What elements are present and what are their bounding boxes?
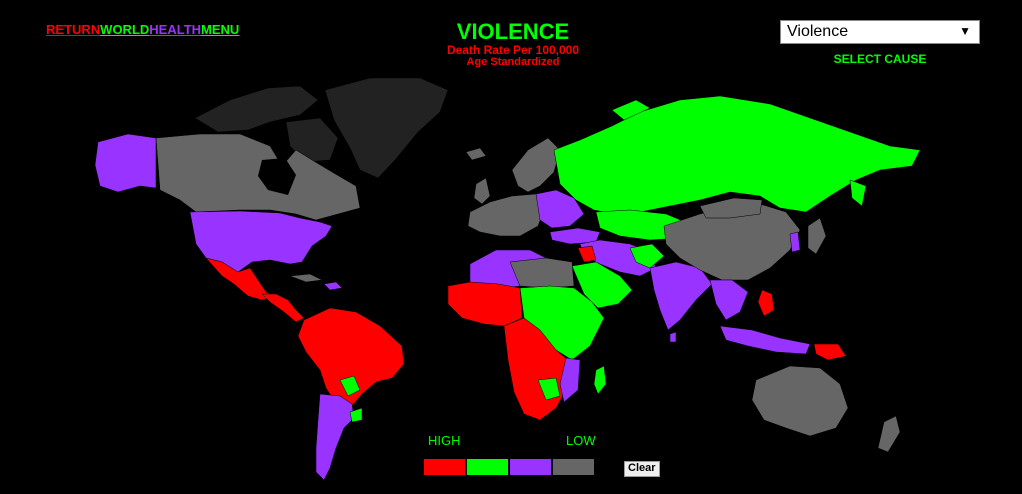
region-japan[interactable]: [807, 217, 827, 255]
cause-select[interactable]: Violence ▼: [780, 20, 980, 44]
region-central-america[interactable]: [261, 293, 305, 323]
region-mongolia[interactable]: [699, 197, 763, 219]
world-link[interactable]: WORLD: [100, 22, 150, 37]
health-link[interactable]: HEALTH: [149, 22, 202, 37]
page-subtitle: Death Rate Per 100,000: [446, 43, 580, 57]
region-western-europe[interactable]: [467, 193, 545, 237]
region-afghanistan[interactable]: [629, 243, 665, 269]
region-bolivia[interactable]: [339, 375, 361, 397]
region-south-america-north[interactable]: [297, 307, 405, 409]
region-papua-new-guinea[interactable]: [813, 343, 847, 361]
region-australia[interactable]: [751, 365, 849, 437]
legend-swatch-mid-low[interactable]: [510, 459, 551, 475]
region-egypt-libya[interactable]: [509, 257, 575, 289]
region-greenland[interactable]: [324, 77, 449, 179]
region-russia[interactable]: [553, 95, 921, 215]
chevron-down-icon: ▼: [959, 24, 971, 38]
region-new-zealand[interactable]: [877, 415, 901, 453]
region-eastern-europe[interactable]: [535, 189, 585, 229]
region-india[interactable]: [649, 261, 713, 331]
legend-swatch-low[interactable]: [553, 459, 594, 475]
region-madagascar[interactable]: [593, 365, 607, 395]
region-iceland[interactable]: [465, 147, 487, 161]
region-southeast-asia[interactable]: [709, 279, 749, 321]
region-southern-africa-green[interactable]: [537, 377, 561, 401]
legend-high-label: HIGH: [428, 433, 461, 448]
page-title: VIOLENCE: [456, 19, 570, 44]
legend-swatch-mid-high[interactable]: [467, 459, 508, 475]
map-header: VIOLENCE Death Rate Per 100,000 Age Stan…: [400, 20, 626, 69]
world-map: [94, 77, 921, 481]
region-west-africa[interactable]: [447, 281, 523, 327]
region-southern-cone[interactable]: [315, 393, 355, 481]
legend-low-label: LOW: [566, 433, 596, 448]
region-cuba[interactable]: [289, 273, 323, 283]
region-uk[interactable]: [473, 177, 491, 205]
region-hudson-bay: [258, 158, 296, 195]
legend-swatch-high[interactable]: [424, 459, 465, 475]
menu-link[interactable]: MENU: [201, 22, 240, 37]
region-baffin[interactable]: [285, 117, 339, 163]
select-cause-caption: SELECT CAUSE: [833, 52, 927, 66]
region-indonesia[interactable]: [719, 325, 811, 355]
cause-select-value: Violence: [787, 23, 849, 40]
region-sri-lanka[interactable]: [669, 331, 677, 343]
region-arabian-peninsula[interactable]: [571, 261, 633, 309]
top-nav: RETURNWORLDHEALTHMENU: [46, 22, 239, 37]
page-subsubtitle: Age Standardized: [466, 56, 560, 68]
region-kamchatka[interactable]: [849, 179, 867, 207]
region-iraq[interactable]: [577, 245, 597, 263]
region-mozambique[interactable]: [559, 357, 581, 403]
region-alaska[interactable]: [94, 133, 157, 193]
region-philippines[interactable]: [757, 289, 775, 317]
return-link[interactable]: RETURN: [46, 22, 101, 37]
region-hispaniola[interactable]: [323, 281, 343, 291]
clear-button[interactable]: Clear: [624, 461, 660, 477]
region-novaya-zemlya[interactable]: [611, 99, 651, 121]
region-uruguay[interactable]: [349, 407, 363, 423]
region-scandinavia[interactable]: [511, 137, 561, 193]
region-korea[interactable]: [789, 231, 801, 253]
region-arctic-islands[interactable]: [194, 85, 319, 133]
